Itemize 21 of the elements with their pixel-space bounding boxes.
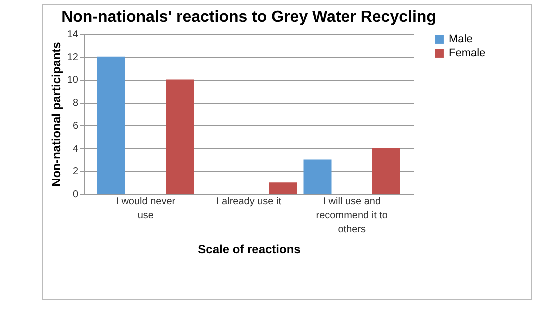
chart-title: Non-nationals' reactions to Grey Water Recycling [62, 9, 436, 26]
bar [304, 160, 332, 194]
bar [372, 148, 400, 194]
y-tick-label: 0 [72, 190, 79, 200]
legend-label: Female [449, 48, 486, 60]
bar [98, 56, 126, 194]
bar [166, 80, 194, 194]
y-tick-label: 10 [67, 75, 79, 86]
y-tick-label: 14 [67, 30, 79, 40]
x-tick-label: I will use and recommend it to others [316, 196, 388, 236]
x-axis-title: Scale of reactions [198, 242, 302, 256]
y-tick-label: 2 [72, 166, 79, 178]
y-tick-label: 8 [72, 98, 79, 110]
y-tick-label: 12 [67, 52, 79, 64]
bar [269, 182, 298, 194]
y-tick-label: 4 [72, 144, 79, 155]
y-axis-title: Non-national participants [49, 42, 64, 187]
legend-label: Male [449, 34, 473, 46]
y-tick-label: 6 [72, 120, 79, 132]
x-tick-label: I would never use [116, 196, 176, 222]
x-tick-label: I already use it [216, 196, 282, 208]
